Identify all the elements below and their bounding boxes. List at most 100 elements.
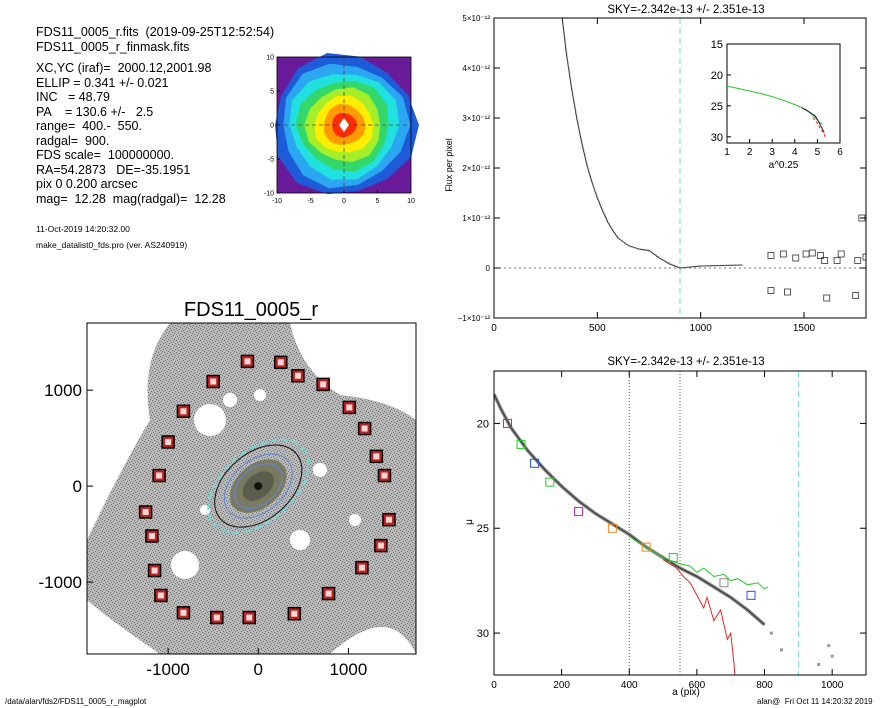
sb-annulus-box: [545, 477, 555, 487]
thumbnail-xtick-label: 10: [407, 198, 415, 205]
sky-box-core: [180, 609, 187, 616]
sky-outer-point: [784, 288, 791, 296]
sky-ytick-label: 5×10⁻¹²: [462, 14, 490, 23]
sb-ytick-label: 30: [477, 628, 489, 640]
sky-xtick-label: 1500: [793, 323, 816, 334]
sky-box-core: [210, 378, 217, 385]
sb-xtick-label: 0: [491, 680, 497, 691]
sky-outer-point: [821, 257, 829, 264]
sky-outer-point: [852, 292, 860, 299]
galaxy-field: [87, 323, 416, 654]
center-marker: [339, 118, 349, 132]
galaxy-ytick-label: -1000: [39, 573, 82, 592]
inset-xtick-label: 2: [747, 147, 753, 158]
inset-red-line: [812, 117, 826, 139]
param-line: range= 400.- 550.: [36, 119, 142, 133]
sky-outer-point: [767, 252, 775, 259]
sb-annulus-box: [574, 506, 584, 516]
thumbnail-xtick-label: -5: [307, 198, 313, 205]
sb-annulus-box: [719, 578, 729, 588]
sky-outer-point: [862, 253, 866, 261]
sky-box-core: [373, 453, 380, 460]
sky-box-core: [213, 614, 220, 621]
param-line: FDS scale= 100000000.: [36, 148, 174, 162]
mask-filename: FDS11_0005_r_finmask.fits: [36, 40, 190, 54]
param-line: ELLIP = 0.341 +/- 0.021: [36, 75, 169, 90]
galaxy-xtick-label: 0: [254, 660, 263, 679]
sky-box-core: [151, 567, 158, 574]
mask-hole: [313, 463, 327, 477]
sb-xtick-label: 600: [689, 680, 706, 691]
sb-annulus-box: [668, 553, 678, 563]
galaxy-title: FDS11_0005_r: [184, 299, 319, 321]
inset-frame: [726, 43, 841, 144]
sky-xtick-label: 500: [589, 323, 606, 334]
param-line: INC = 48.79: [36, 90, 110, 104]
sky-ytick-label: 4×10⁻¹²: [462, 64, 490, 73]
sky-profile-line: [561, 18, 743, 269]
thumbnail-ytick-label: 0: [270, 123, 274, 130]
sb-title: SKY=-2.342e-13 +/- 2.351e-13: [607, 356, 764, 368]
sky-ytick-label: 2×10⁻¹²: [462, 164, 490, 173]
sky-outer-point: [802, 250, 810, 258]
mask-hole: [171, 551, 199, 579]
sky-box-core: [246, 614, 253, 621]
sky-ytick-label: 1×10⁻¹²: [462, 214, 490, 223]
sky-ylabel: Flux per pixel: [444, 138, 454, 192]
sky-box-core: [346, 404, 353, 411]
sky-ytick-label: 0: [486, 264, 491, 273]
galaxy-ytick-label: 0: [73, 477, 82, 496]
thumbnail-panel: -10 -5 0 5 10 10 5 0 -5 -10: [264, 53, 419, 205]
sb-annulus-box: [530, 458, 540, 468]
sky-box-core: [142, 509, 149, 516]
inset-ytick-label: 20: [711, 70, 723, 82]
inset-xtick-label: 3: [769, 147, 775, 158]
sky-box-core: [325, 590, 332, 597]
sb-ylabel: μ: [464, 519, 475, 525]
sky-xtick-label: 1000: [690, 323, 713, 334]
galaxy-xtick-label: 1000: [329, 660, 367, 679]
sb-annulus-box: [607, 523, 617, 533]
param-line: pix 0 0.200 arcsec: [36, 177, 138, 191]
date-stamp: 11-Oct-2019 14:20:32.00: [36, 224, 130, 234]
sb-green-line: [629, 536, 769, 590]
sky-box-core: [381, 472, 388, 479]
sb-xlabel: a (pix): [672, 687, 700, 698]
mask-hole: [194, 404, 226, 436]
sky-outer-point: [823, 294, 831, 302]
sky-outer-point: [779, 250, 787, 258]
inset-xtick-label: 4: [792, 147, 798, 158]
sky-outer-point: [792, 254, 800, 262]
param-line: mag= 12.28 mag(radgal)= 12.28: [36, 191, 226, 206]
sky-box-core: [277, 359, 284, 366]
mask-hole: [223, 393, 237, 407]
inset-black-line: [801, 107, 825, 133]
sb-xtick-label: 1000: [821, 680, 844, 691]
inset-ytick-label: 15: [711, 39, 723, 51]
sky-box-core: [385, 516, 392, 523]
sky-box-core: [377, 542, 384, 549]
sky-ytick-label: −1×10⁻¹²: [458, 314, 491, 323]
sky-box-core: [148, 532, 155, 539]
sb-xtick-label: 800: [756, 680, 773, 691]
sb-plot-area: [494, 371, 834, 675]
sky-box-core: [358, 564, 365, 571]
inset-ytick-label: 25: [711, 101, 723, 113]
sb-gray-point: [830, 654, 834, 658]
sb-gray-point: [779, 648, 783, 652]
thumbnail-xtick-label: -10: [272, 198, 282, 205]
isophote-ellipse: [207, 438, 310, 534]
isophote-ellipse: [234, 463, 283, 509]
sb-gray-point: [769, 631, 773, 635]
thumbnail-ytick-label: 10: [266, 55, 274, 62]
param-line: radgal= 900.: [36, 133, 110, 148]
isophote-ellipse: [214, 444, 303, 528]
sky-box-core: [361, 425, 368, 432]
sb-annulus-box: [746, 590, 756, 600]
sky-box-core: [156, 472, 163, 479]
footer-path: /data/alan/fds2/FDS11_0005_r_magplot: [5, 697, 147, 706]
sky-title: SKY=-2.342e-13 +/- 2.351e-13: [607, 4, 764, 16]
sb-red-line: [662, 559, 736, 675]
sb-xtick-label: 400: [621, 680, 638, 691]
sky-xtick-label: 0: [491, 323, 497, 334]
